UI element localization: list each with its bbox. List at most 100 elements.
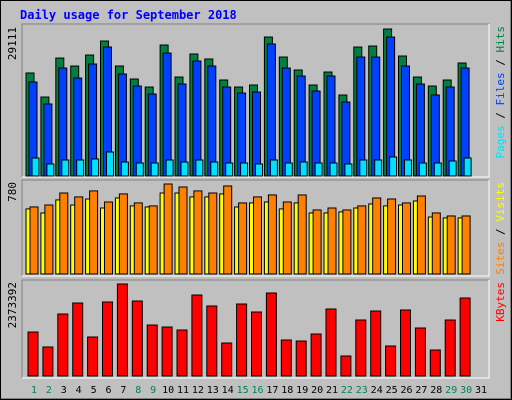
x-tick-label: 12 (192, 385, 204, 396)
legend-entry: Files (494, 72, 507, 105)
x-tick-label: 27 (415, 385, 427, 396)
x-tick-label: 9 (150, 385, 156, 396)
bar (163, 183, 173, 275)
bar (251, 311, 262, 377)
bar (44, 204, 54, 275)
bar (356, 56, 366, 177)
x-tick-label: 26 (400, 385, 412, 396)
bar (42, 346, 54, 377)
bar (104, 201, 113, 275)
x-tick-label: 17 (266, 385, 278, 396)
x-tick-label: 16 (251, 385, 263, 396)
x-tick-label: 14 (222, 385, 234, 396)
panel-bevel (22, 280, 490, 379)
bar (57, 313, 69, 377)
bar (221, 342, 233, 377)
legend-entry: Pages (494, 125, 507, 158)
bar (29, 206, 39, 275)
bar (444, 319, 456, 377)
bar (61, 159, 70, 177)
x-tick-label: 29 (445, 385, 457, 396)
bar (131, 300, 143, 377)
x-tick-label: 11 (177, 385, 189, 396)
bar (238, 202, 248, 275)
bar (89, 190, 99, 275)
bar (223, 185, 233, 275)
x-tick-label: 19 (296, 385, 308, 396)
bar (299, 161, 308, 177)
panel-bevel (22, 180, 490, 277)
x-tick-label: 24 (371, 385, 383, 396)
bar (340, 355, 352, 377)
bar (327, 207, 337, 275)
x-tick-label: 20 (311, 385, 323, 396)
bar (371, 56, 381, 177)
bar (418, 162, 427, 177)
bar (357, 205, 367, 275)
bar (344, 163, 353, 177)
bar (116, 283, 128, 377)
bar (46, 163, 55, 177)
bar (266, 43, 276, 177)
bar (414, 327, 426, 377)
bar (267, 194, 277, 275)
bar (120, 161, 129, 177)
bar (195, 159, 204, 177)
bar (27, 331, 39, 377)
bar (91, 158, 100, 177)
legend: Pages / Files / Hits (494, 26, 507, 159)
bar (176, 329, 188, 377)
panel-bevel (21, 279, 489, 378)
bar (387, 198, 397, 275)
bar (132, 85, 142, 177)
bar (255, 163, 263, 177)
bar (446, 215, 456, 275)
bar (402, 202, 411, 275)
bar (282, 201, 292, 275)
bar (148, 205, 158, 275)
bar (429, 349, 441, 377)
bar (386, 36, 396, 177)
bar (76, 159, 85, 177)
panel-bevel (22, 24, 490, 178)
bar (280, 339, 292, 377)
bar (192, 60, 202, 177)
x-tick-label: 10 (162, 385, 174, 396)
bar (459, 297, 471, 377)
x-tick-label: 1 (31, 385, 37, 396)
bar (281, 67, 291, 177)
bar (385, 345, 397, 377)
bar (236, 303, 248, 377)
bar (240, 162, 249, 177)
legend-separator: / (494, 106, 507, 126)
bar (463, 157, 472, 177)
bar (180, 161, 189, 177)
x-tick-label: 21 (326, 385, 338, 396)
y-tick-label: 780 (6, 182, 19, 202)
x-tick-label: 8 (135, 385, 141, 396)
bar (431, 212, 441, 275)
legend-separator: / (494, 53, 507, 73)
legend: KBytes (494, 282, 507, 322)
x-tick-label: 13 (207, 385, 219, 396)
bar (193, 190, 203, 275)
bar (389, 156, 398, 177)
x-tick-label: 7 (120, 385, 126, 396)
bar (133, 202, 143, 275)
x-tick-label: 25 (386, 385, 398, 396)
bar (208, 192, 218, 275)
bar (404, 159, 412, 177)
bar (191, 294, 203, 377)
bar (31, 157, 40, 177)
bar (374, 159, 383, 177)
x-tick-label: 3 (61, 385, 67, 396)
bar (329, 162, 338, 177)
chart-title: Daily usage for September 2018 (20, 8, 237, 22)
bar (225, 162, 234, 177)
bar (295, 340, 307, 377)
x-tick-label: 5 (91, 385, 97, 396)
bar (59, 192, 69, 275)
bar (102, 301, 113, 377)
x-tick-label: 30 (460, 385, 472, 396)
